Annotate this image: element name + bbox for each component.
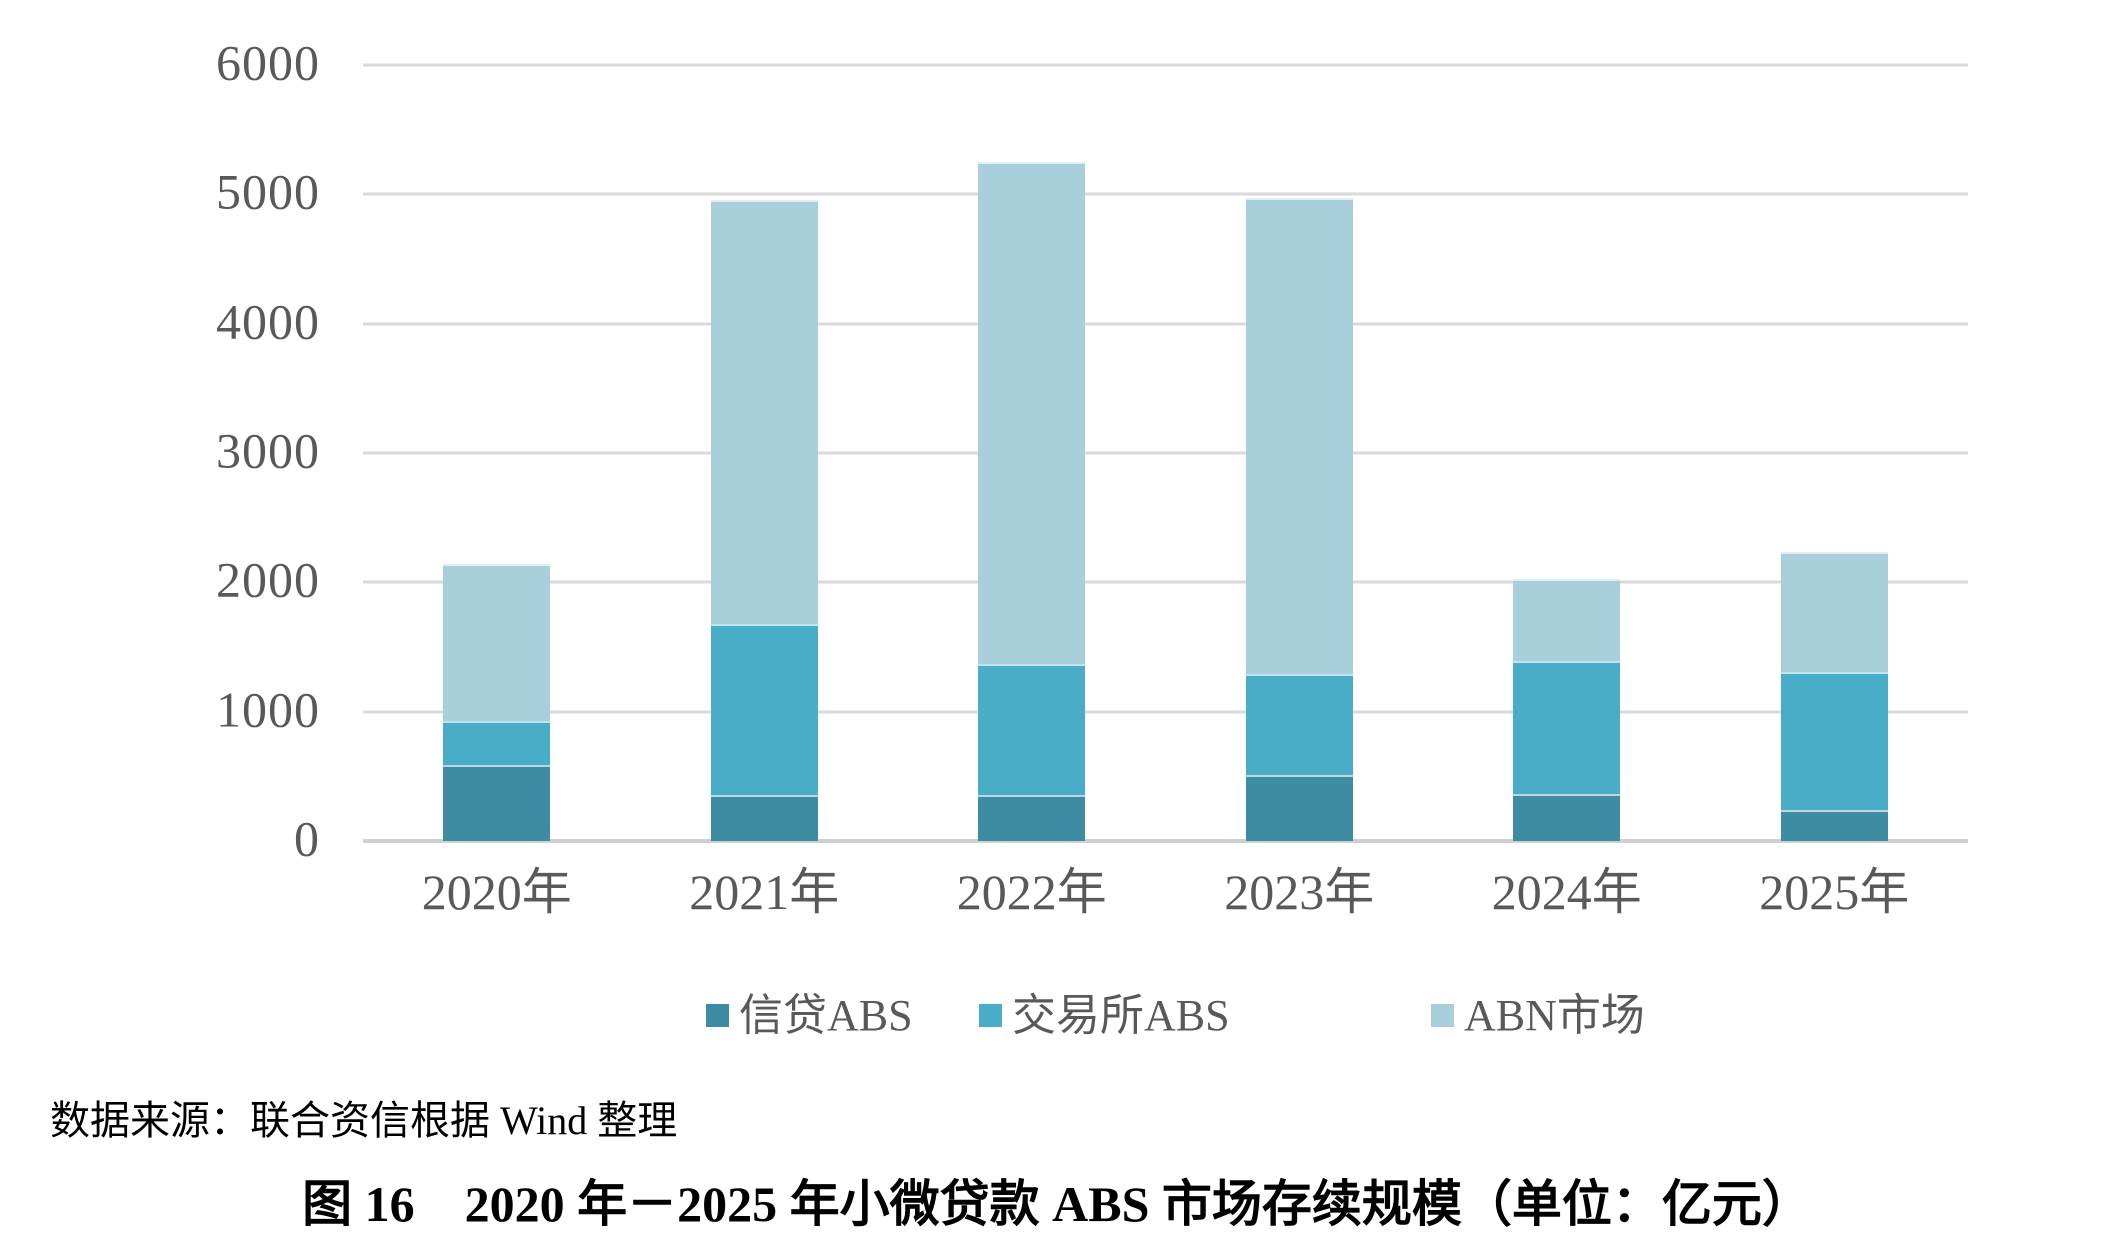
x-tick-label-2021年: 2021年 bbox=[689, 864, 840, 920]
y-tick-label-4000: 4000 bbox=[216, 293, 320, 350]
x-axis-tick-labels: 2020年 2021年 2022年 2023年 2024年 2025年 bbox=[363, 862, 1968, 922]
y-tick-label-5000: 5000 bbox=[216, 164, 320, 221]
bar-slot-2021年 bbox=[631, 65, 899, 841]
gridline-2000 bbox=[363, 580, 1968, 584]
x-tick-label-2020年: 2020年 bbox=[421, 864, 572, 920]
x-tick-label-2025年: 2025年 bbox=[1759, 864, 1910, 920]
bar-segment bbox=[710, 199, 818, 624]
legend-label: 信贷ABS bbox=[739, 991, 913, 1040]
bar-segment bbox=[710, 623, 818, 796]
bar-slot-2022年 bbox=[898, 65, 1166, 841]
bar-segment bbox=[443, 720, 551, 765]
bar-segment bbox=[443, 764, 551, 841]
gridline-3000 bbox=[363, 451, 1968, 455]
stacked-bar-2025年 bbox=[1780, 551, 1888, 841]
bar-segment bbox=[1245, 775, 1353, 841]
legend-swatch-icon bbox=[1431, 1004, 1454, 1027]
gridline-1000 bbox=[363, 710, 1968, 714]
stacked-bars bbox=[363, 65, 1968, 841]
x-tick-label-2024年: 2024年 bbox=[1491, 864, 1642, 920]
bar-segment bbox=[1780, 671, 1888, 810]
stacked-bar-2021年 bbox=[710, 199, 818, 841]
legend-item-交易所ABS: 交易所ABS bbox=[979, 990, 1230, 1042]
legend-label: 交易所ABS bbox=[1012, 991, 1230, 1040]
y-tick-label-1000: 1000 bbox=[216, 681, 320, 738]
data-source-note: 数据来源：联合资信根据 Wind 整理 bbox=[50, 1098, 678, 1143]
bar-segment bbox=[710, 795, 818, 841]
bar-segment bbox=[1513, 579, 1621, 662]
legend-label: ABN市场 bbox=[1464, 991, 1645, 1040]
x-tick-label-2023年: 2023年 bbox=[1224, 864, 1375, 920]
stacked-bar-2020年 bbox=[443, 564, 551, 841]
stacked-bar-2024年 bbox=[1513, 579, 1621, 841]
legend-item-ABN市场: ABN市场 bbox=[1431, 990, 1645, 1042]
gridline-5000 bbox=[363, 192, 1968, 196]
y-tick-label-2000: 2000 bbox=[216, 552, 320, 609]
gridline-0 bbox=[363, 839, 1968, 843]
y-tick-label-6000: 6000 bbox=[216, 34, 320, 91]
plot-area bbox=[363, 63, 1968, 843]
x-tick-label-2022年: 2022年 bbox=[956, 864, 1107, 920]
bar-segment bbox=[1780, 551, 1888, 672]
bar-slot-2024年 bbox=[1433, 65, 1701, 841]
bar-segment bbox=[443, 564, 551, 721]
bar-segment bbox=[1245, 674, 1353, 776]
bar-segment bbox=[978, 795, 1086, 841]
bar-segment bbox=[1780, 809, 1888, 841]
gridline-4000 bbox=[363, 322, 1968, 326]
stacked-bar-2023年 bbox=[1245, 197, 1353, 841]
stacked-bar-2022年 bbox=[978, 162, 1086, 841]
legend-item-信贷ABS: 信贷ABS bbox=[706, 990, 913, 1042]
bar-slot-2023年 bbox=[1166, 65, 1434, 841]
gridline-6000 bbox=[363, 63, 1968, 67]
legend-swatch-icon bbox=[979, 1004, 1002, 1027]
figure-caption: 图 16 2020 年－2025 年小微贷款 ABS 市场存续规模（单位：亿元） bbox=[302, 1176, 1812, 1232]
y-tick-label-0: 0 bbox=[294, 810, 320, 867]
bar-segment bbox=[978, 162, 1086, 665]
y-tick-label-3000: 3000 bbox=[216, 422, 320, 479]
bar-segment bbox=[1245, 197, 1353, 675]
bar-segment bbox=[1513, 794, 1621, 841]
legend-swatch-icon bbox=[706, 1004, 729, 1027]
bar-slot-2025年 bbox=[1701, 65, 1969, 841]
bar-slot-2020年 bbox=[363, 65, 631, 841]
bar-segment bbox=[1513, 661, 1621, 795]
bar-segment bbox=[978, 664, 1086, 796]
